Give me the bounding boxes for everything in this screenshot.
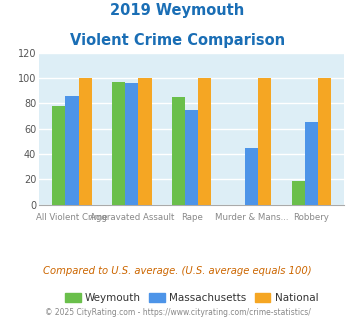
Bar [198,78,212,205]
Text: Murder & Mans...: Murder & Mans... [215,213,288,222]
Bar [112,82,125,205]
Text: © 2025 CityRating.com - https://www.cityrating.com/crime-statistics/: © 2025 CityRating.com - https://www.city… [45,308,310,317]
Bar [138,78,152,205]
Bar [305,122,318,205]
Bar [52,106,65,205]
Text: Violent Crime Comparison: Violent Crime Comparison [70,33,285,48]
Bar [318,78,331,205]
Text: Aggravated Assault: Aggravated Assault [90,213,174,222]
Bar [258,78,271,205]
Text: Compared to U.S. average. (U.S. average equals 100): Compared to U.S. average. (U.S. average … [43,266,312,276]
Text: Robbery: Robbery [294,213,329,222]
Bar [172,97,185,205]
Legend: Weymouth, Massachusetts, National: Weymouth, Massachusetts, National [61,289,322,307]
Bar [65,96,78,205]
Text: All Violent Crime: All Violent Crime [36,213,108,222]
Bar [78,78,92,205]
Text: 2019 Weymouth: 2019 Weymouth [110,3,245,18]
Bar [245,148,258,205]
Bar [125,83,138,205]
Bar [292,181,305,205]
Bar [185,110,198,205]
Text: Rape: Rape [181,213,203,222]
